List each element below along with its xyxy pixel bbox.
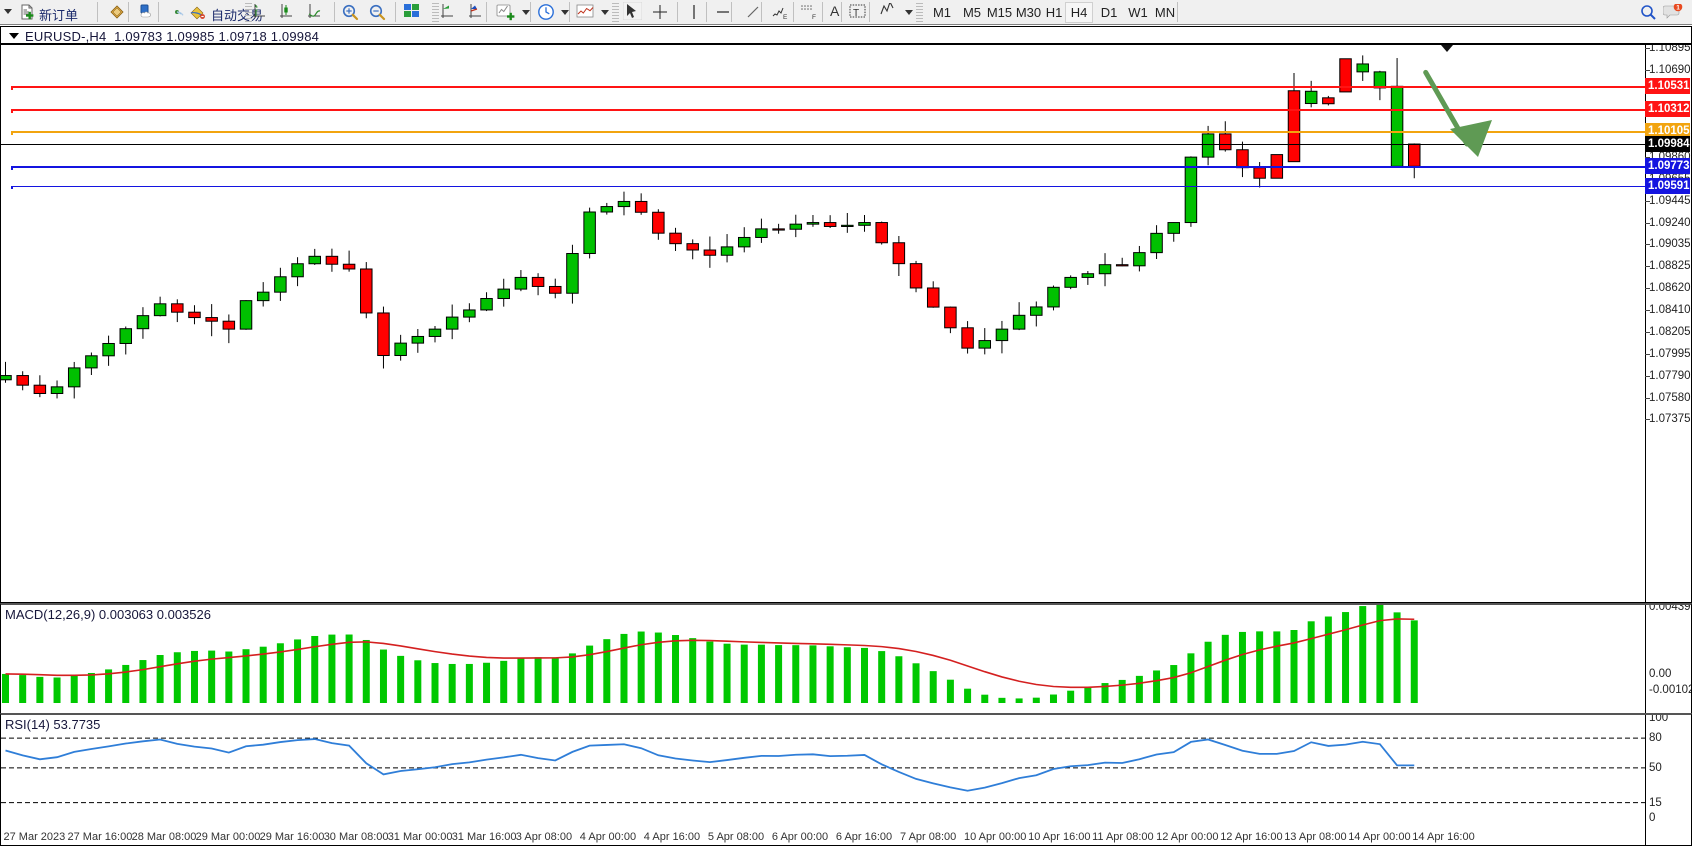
svg-text:T: T xyxy=(853,8,859,19)
svg-text:E: E xyxy=(783,14,788,21)
svg-text:1: 1 xyxy=(1676,4,1680,11)
svg-text:F: F xyxy=(812,14,816,21)
